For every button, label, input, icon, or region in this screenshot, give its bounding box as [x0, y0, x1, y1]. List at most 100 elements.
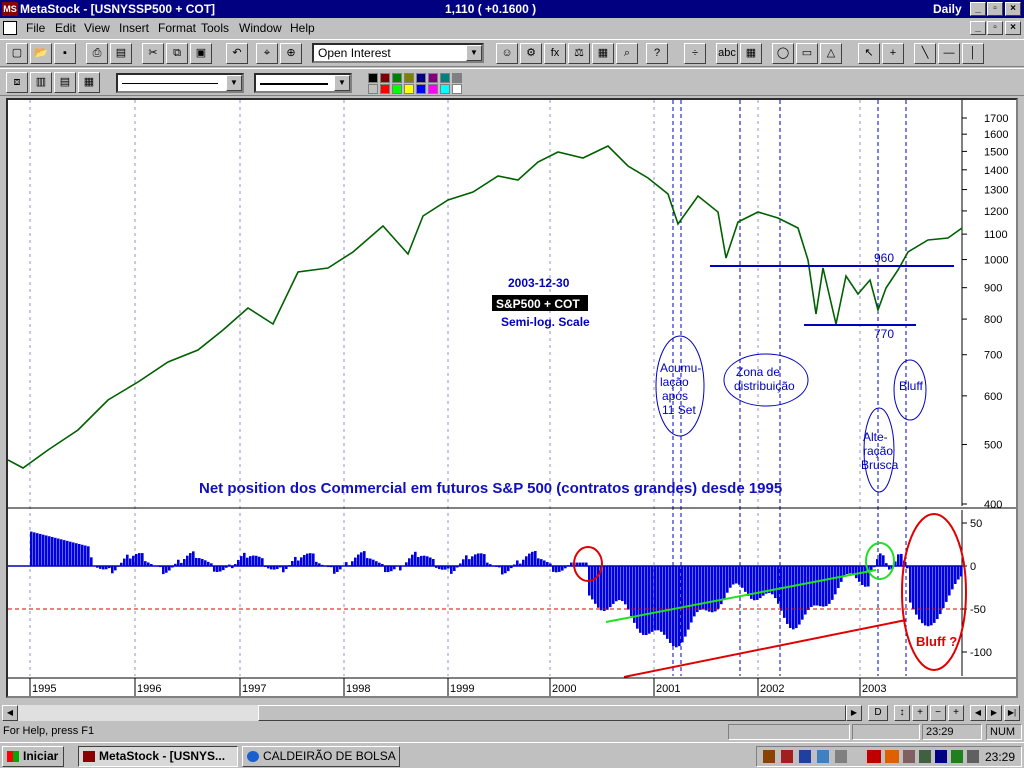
print-preview-icon[interactable]: ▤ [110, 43, 132, 64]
indicator-select[interactable]: Open Interest ▼ [312, 43, 484, 63]
start-button[interactable]: Iniciar [2, 746, 64, 767]
scroll-button-updown[interactable]: ↕ [894, 705, 910, 721]
grid-icon[interactable]: ▦ [740, 43, 762, 64]
palette-swatch[interactable] [392, 73, 402, 83]
tray-icon-6[interactable] [867, 750, 881, 763]
clock[interactable]: 23:29 [984, 750, 1015, 764]
palette-swatch[interactable] [392, 84, 402, 94]
menu-help[interactable]: Help [290, 21, 315, 35]
page-left-icon[interactable]: ◀ [970, 705, 986, 721]
paste-icon[interactable]: ▣ [190, 43, 212, 64]
chevron-down-icon[interactable]: ▼ [226, 75, 242, 91]
page-end-icon[interactable]: ▶| [1004, 705, 1020, 721]
text-tool-icon[interactable]: abc [716, 43, 738, 64]
tray-icon-5[interactable] [835, 750, 847, 763]
metastock-icon[interactable]: MS [2, 2, 18, 16]
tile-horizontal-icon[interactable]: ▤ [54, 72, 76, 93]
taskbar-item-browser[interactable]: CALDEIRÃO DE BOLSA :... [242, 746, 400, 767]
minimize-icon[interactable]: _ [970, 2, 986, 16]
palette-swatch[interactable] [380, 73, 390, 83]
palette-swatch[interactable] [452, 84, 462, 94]
scroll-left-icon[interactable]: ◀ [2, 705, 18, 721]
pointer-icon[interactable]: ↖ [858, 43, 880, 64]
zoom-icon[interactable]: ⊕ [280, 43, 302, 64]
tray-icon-10[interactable] [935, 750, 947, 763]
explorer-icon[interactable]: ⚙ [520, 43, 542, 64]
trendline-tool-icon[interactable]: ╲ [914, 43, 936, 64]
system-tester-icon[interactable]: ⚖ [568, 43, 590, 64]
ellipse-tool-icon[interactable]: ◯ [772, 43, 794, 64]
palette-swatch[interactable] [452, 73, 462, 83]
palette-swatch[interactable] [440, 73, 450, 83]
line-weight-select[interactable]: ▼ [254, 73, 352, 93]
undo-icon[interactable]: ↶ [226, 43, 248, 64]
palette-swatch[interactable] [416, 84, 426, 94]
palette-swatch[interactable] [404, 84, 414, 94]
scroll-right-icon[interactable]: ▶ [846, 705, 862, 721]
zoom-in-icon[interactable]: + [948, 705, 964, 721]
palette-swatch[interactable] [404, 73, 414, 83]
taskbar-item-metastock[interactable]: MetaStock - [USNYS... [78, 746, 238, 767]
tray-icon-1[interactable] [763, 750, 775, 763]
menu-format[interactable]: Format [158, 21, 197, 35]
tray-icon-9[interactable] [919, 750, 931, 763]
save-icon[interactable]: ▪ [54, 43, 76, 64]
crosshair-icon[interactable]: ⌖ [256, 43, 278, 64]
child-restore-icon[interactable]: ▫ [987, 21, 1003, 35]
menu-window[interactable]: Window [239, 21, 282, 35]
menu-tools[interactable]: Tools [201, 21, 230, 35]
expert-icon[interactable]: ☺ [496, 43, 518, 64]
chart-window[interactable]: 1700 1600 1500 1400 1300 1200 1100 1000 900 800 70… [6, 98, 1018, 698]
chevron-down-icon[interactable]: ▼ [334, 75, 350, 91]
scroll-button-plus[interactable]: + [912, 705, 928, 721]
tile-vertical-icon[interactable]: ▥ [30, 72, 52, 93]
child-close-icon[interactable]: × [1005, 21, 1021, 35]
window-layout-icon[interactable]: ⧈ [6, 72, 28, 93]
scroll-button-d[interactable]: D [868, 705, 888, 721]
help-pointer-icon[interactable]: ? [646, 43, 668, 64]
horizontal-line-tool-icon[interactable]: — [938, 43, 960, 64]
horizontal-split-icon[interactable]: ÷ [684, 43, 706, 64]
palette-swatch[interactable] [428, 73, 438, 83]
palette-swatch[interactable] [368, 84, 378, 94]
tile-grid-icon[interactable]: ▦ [78, 72, 100, 93]
triangle-tool-icon[interactable]: △ [820, 43, 842, 64]
document-icon[interactable] [3, 21, 17, 35]
palette-swatch[interactable] [416, 73, 426, 83]
tray-icon-2[interactable] [781, 750, 793, 763]
menu-edit[interactable]: Edit [55, 21, 76, 35]
line-style-select[interactable]: ▼ [116, 73, 244, 93]
print-icon[interactable]: ⎙ [86, 43, 108, 64]
tray-icon-4[interactable] [817, 750, 829, 763]
tray-icon-11[interactable] [951, 750, 963, 763]
scroll-thumb[interactable] [258, 705, 846, 721]
menu-insert[interactable]: Insert [119, 21, 150, 35]
formula-icon[interactable]: fx [544, 43, 566, 64]
palette-swatch[interactable] [428, 84, 438, 94]
page-right-icon[interactable]: ▶ [986, 705, 1002, 721]
tray-icon-3[interactable] [799, 750, 811, 763]
restore-icon[interactable]: ▫ [987, 2, 1003, 16]
menu-view[interactable]: View [84, 21, 110, 35]
tray-icon-8[interactable] [903, 750, 915, 763]
child-minimize-icon[interactable]: _ [970, 21, 986, 35]
new-icon[interactable]: ▢ [6, 43, 28, 64]
palette-swatch[interactable] [368, 73, 378, 83]
volume-icon[interactable] [967, 750, 979, 763]
copy-icon[interactable]: ⧉ [166, 43, 188, 64]
price-chart[interactable]: 1700 1600 1500 1400 1300 1200 1100 1000 900 800 70… [7, 100, 1016, 696]
close-icon[interactable]: × [1005, 2, 1021, 16]
chart-icon[interactable]: ▦ [592, 43, 614, 64]
menu-file[interactable]: File [26, 21, 46, 35]
zoom-out-icon[interactable]: − [930, 705, 946, 721]
rectangle-tool-icon[interactable]: ▭ [796, 43, 818, 64]
tray-icon-7[interactable] [885, 750, 899, 763]
chevron-down-icon[interactable]: ▼ [466, 45, 482, 61]
open-icon[interactable]: 📂 [30, 43, 52, 64]
binoculars-icon[interactable]: ⌕ [616, 43, 638, 64]
vertical-line-tool-icon[interactable]: │ [962, 43, 984, 64]
palette-swatch[interactable] [440, 84, 450, 94]
palette-swatch[interactable] [380, 84, 390, 94]
cross-tool-icon[interactable]: + [882, 43, 904, 64]
cut-icon[interactable]: ✂ [142, 43, 164, 64]
